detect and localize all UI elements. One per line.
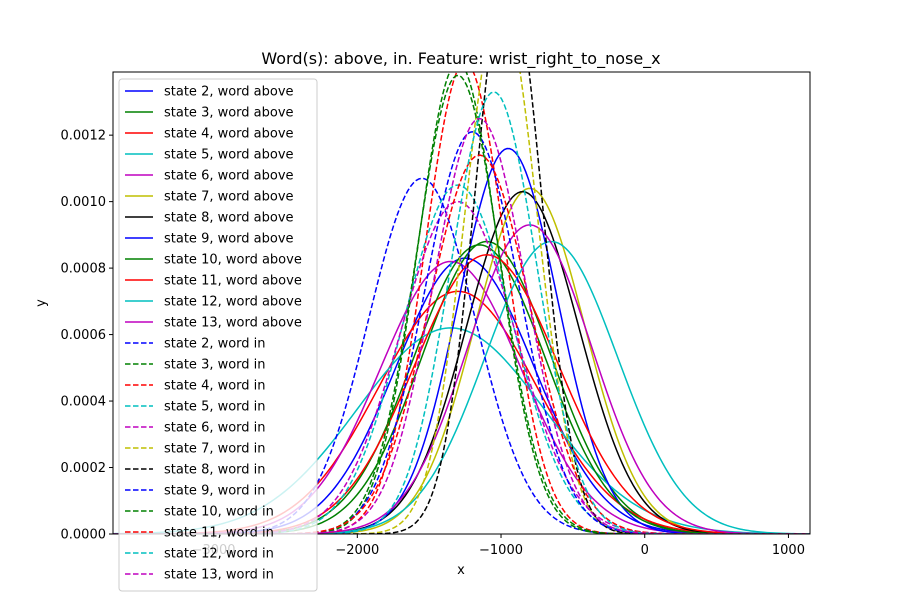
plot-frame	[112, 71, 811, 535]
legend-entry-label: state 11, word above	[164, 274, 302, 289]
legend-entry-label: state 13, word above	[164, 316, 302, 331]
legend-entry-label: state 5, word above	[164, 148, 294, 163]
legend-entry-label: state 11, word in	[164, 526, 274, 541]
y-tick-label: 0.0000	[61, 528, 107, 543]
y-tick-label: 0.0002	[61, 461, 107, 476]
legend-box	[118, 78, 318, 592]
legend-entry-label: state 13, word in	[164, 568, 274, 583]
series-line-20	[113, 131, 810, 534]
legend-entry-label: state 2, word above	[164, 85, 294, 100]
series-line-12	[113, 224, 810, 534]
series-line-11	[113, 240, 810, 534]
legend-entry-label: state 7, word above	[164, 190, 294, 205]
x-tick-label: −1000	[479, 543, 523, 558]
y-tick-label: 0.0006	[61, 328, 107, 343]
legend-entry-label: state 8, word in	[164, 463, 266, 478]
legend-entry-label: state 12, word above	[164, 295, 302, 310]
legend-entry-label: state 6, word above	[164, 169, 294, 184]
legend: state 2, word above state 3, word above st…	[118, 78, 318, 592]
legend-entry-label: state 8, word above	[164, 211, 294, 226]
series-line-21	[113, 74, 810, 534]
legend-entry-label: state 5, word in	[164, 400, 266, 415]
y-tick-label: 0.0008	[61, 262, 107, 277]
y-tick-label: 0.0010	[61, 195, 107, 210]
x-tick-label: 0	[641, 543, 649, 558]
legend-entry-label: state 4, word above	[164, 127, 294, 142]
legend-entry-label: state 7, word in	[164, 442, 266, 457]
legend-entry-label: state 4, word in	[164, 379, 266, 394]
series-line-18	[113, 72, 810, 534]
y-axis-label: y	[34, 299, 49, 307]
legend-entry-label: state 10, word in	[164, 505, 274, 520]
y-tick-label: 0.0012	[61, 129, 107, 144]
x-tick-label: 1000	[772, 543, 805, 558]
legend-entry-label: state 3, word above	[164, 106, 294, 121]
legend-entry-label: state 9, word in	[164, 484, 266, 499]
legend-entry-label: state 12, word in	[164, 547, 274, 562]
chart-title: Word(s): above, in. Feature: wrist_right…	[261, 49, 660, 69]
x-tick-label: −2000	[335, 543, 379, 558]
legend-entry-label: state 6, word in	[164, 421, 266, 436]
legend-entry-label: state 9, word above	[164, 232, 294, 247]
x-axis-label: x	[457, 563, 465, 578]
legend-entry-label: state 2, word in	[164, 337, 266, 352]
series-line-7	[113, 190, 810, 534]
y-tick-label: 0.0004	[61, 395, 107, 410]
y-axis: 0.0000 0.0002 0.0004 0.0006 0.0008 0.0010 0.00…	[61, 129, 113, 543]
legend-entry-label: state 10, word above	[164, 253, 302, 268]
legend-entry-label: state 3, word in	[164, 358, 266, 373]
